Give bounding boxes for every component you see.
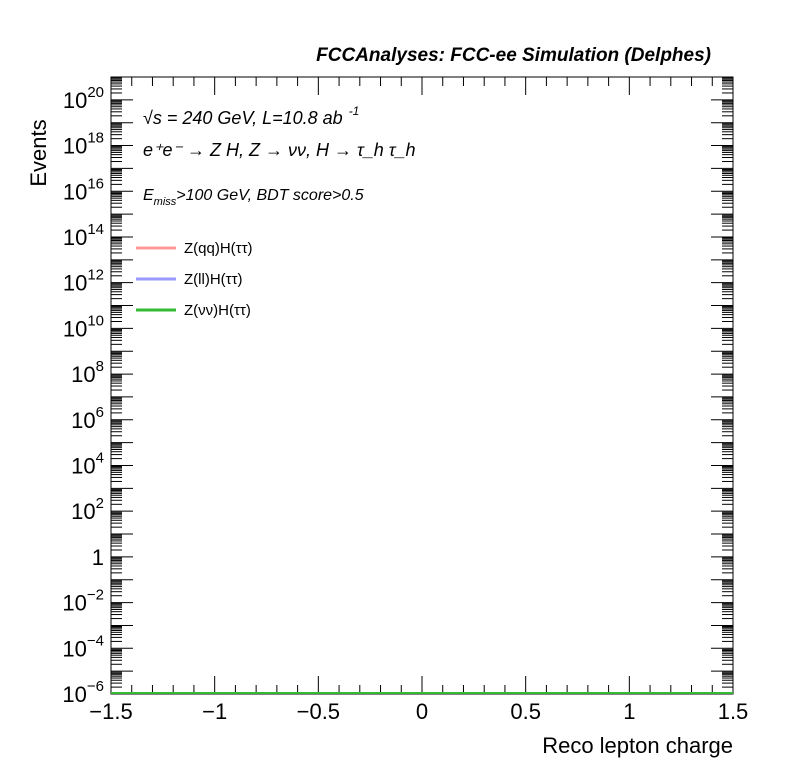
x-tick-labels: −1.5 −1 −0.5 0 0.5 1 1.5 (89, 699, 748, 724)
y-tick-label: 10−4 (62, 632, 104, 661)
legend-label: Z(ll)H(ττ) (184, 271, 243, 288)
y-tick-label: 1018 (63, 130, 104, 159)
y-tick-label: 1 (92, 545, 104, 570)
x-axis-title: Reco lepton charge (542, 733, 733, 758)
y-tick-label: 1014 (63, 221, 104, 250)
info-line-1: √s = 240 GeV, L=10.8 ab -1 (143, 104, 359, 128)
x-tick-label: 0 (416, 699, 428, 724)
y-tick-label: 1010 (63, 312, 104, 341)
y-tick-labels: 1020 1018 1016 1014 1012 1010 108 106 104 102 1 10−… (62, 84, 104, 707)
plot-frame (110, 76, 734, 695)
x-tick-label: 1 (623, 699, 635, 724)
x-tick-label: −0.5 (297, 699, 340, 724)
x-tick-label: 0.5 (510, 699, 541, 724)
y-tick-label: 102 (71, 495, 104, 524)
legend-label: Z(νν)H(ττ) (184, 302, 251, 319)
info-line-2: e⁺e⁻ → Z H, Z → νν, H → τ_h τ_h (143, 140, 416, 160)
y-tick-label: 1016 (63, 175, 104, 204)
chart-header: FCCAnalyses: FCC-ee Simulation (Delphes) (316, 45, 711, 66)
y-tick-label: 1020 (63, 84, 104, 113)
x-tick-label: −1 (202, 699, 227, 724)
y-tick-label: 10−6 (62, 678, 104, 707)
info-line-3: Emiss>100 GeV, BDT score>0.5 (143, 187, 364, 208)
x-tick-label: 1.5 (718, 699, 749, 724)
legend-label: Z(qq)H(ττ) (184, 240, 253, 257)
y-tick-label: 104 (71, 449, 104, 478)
y-axis-title: Events (26, 119, 51, 186)
axis-ticks (110, 76, 734, 695)
x-tick-label: −1.5 (89, 699, 132, 724)
y-tick-label: 106 (71, 404, 104, 433)
legend: Z(qq)H(ττ) Z(ll)H(ττ) Z(νν)H(ττ) (136, 240, 253, 319)
y-tick-label: 10−2 (62, 587, 104, 616)
y-tick-label: 108 (71, 358, 104, 387)
y-tick-label: 1012 (63, 267, 104, 296)
